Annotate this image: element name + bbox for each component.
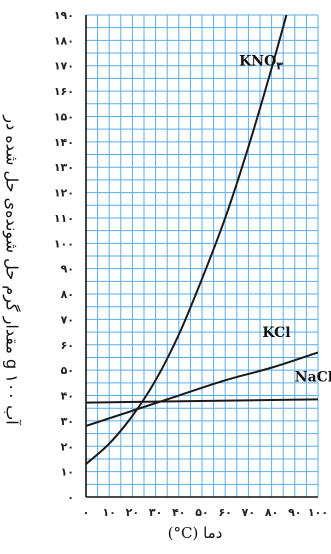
x-axis-title: دما bbox=[203, 524, 223, 542]
x-tick-label: ۹۰ bbox=[288, 506, 301, 519]
y-tick-label: ۱۴۰ bbox=[54, 136, 74, 149]
y-tick-label: ۳۰ bbox=[61, 415, 74, 428]
y-tick-labels: ۰ ۱۰ ۲۰ ۳۰ ۴۰ ۵۰ ۶۰ ۷۰ ۸۰ ۹۰ ۱۰۰ ۱۱۰ ۱۲۰ ۱۳۰ ۱۴۰ ۱۵۰ ۱۶۰… bbox=[54, 9, 74, 504]
series-label: NaCl bbox=[295, 370, 331, 386]
series-label: KCl bbox=[262, 325, 290, 341]
x-axis-label: دما (°C) bbox=[168, 524, 223, 542]
y-tick-label: ۱۲۰ bbox=[54, 187, 74, 200]
x-tick-label: ۰ bbox=[83, 506, 90, 519]
x-tick-label: ۱۰ bbox=[102, 506, 115, 519]
y-tick-label: ۸۰ bbox=[61, 288, 74, 301]
x-tick-label: ۴۰ bbox=[172, 506, 185, 519]
x-tick-label: ۲۰ bbox=[126, 506, 139, 519]
series-lines bbox=[86, 15, 318, 465]
grid bbox=[85, 14, 319, 498]
y-axis-label: مقدار گرم حل شونده‌ی حل شده در g ۱۰۰ آب bbox=[2, 115, 22, 425]
y-tick-label: ۱۶۰ bbox=[54, 85, 74, 98]
y-tick-label: ۶۰ bbox=[61, 339, 74, 352]
y-tick-label: ۱۱۰ bbox=[54, 212, 74, 225]
y-tick-label: ۲۰ bbox=[61, 440, 74, 453]
series-line-kno bbox=[86, 15, 288, 465]
x-tick-label: ۱۰۰ bbox=[308, 506, 328, 519]
x-tick-label: ۷۰ bbox=[242, 506, 255, 519]
series-line-nacl bbox=[86, 398, 318, 404]
y-tick-label: ۱۰ bbox=[61, 466, 74, 479]
y-tick-label: ۰ bbox=[67, 491, 74, 504]
y-tick-label: ۵۰ bbox=[61, 364, 74, 377]
axes bbox=[85, 15, 318, 498]
y-tick-label: ۱۷۰ bbox=[54, 60, 74, 73]
y-tick-label: ۹۰ bbox=[61, 263, 74, 276]
y-tick-label: ۱۰۰ bbox=[54, 237, 74, 250]
y-tick-label: ۷۰ bbox=[61, 313, 74, 326]
series-label: KNO۳ bbox=[239, 54, 283, 73]
x-tick-label: ۵۰ bbox=[195, 506, 208, 519]
x-axis-unit: (°C) bbox=[167, 524, 199, 542]
y-tick-label: ۱۸۰ bbox=[54, 34, 74, 47]
series-line-kcl bbox=[86, 351, 318, 427]
x-tick-labels: ۰ ۱۰ ۲۰ ۳۰ ۴۰ ۵۰ ۶۰ ۷۰ ۸۰ ۹۰ ۱۰۰ bbox=[83, 506, 328, 519]
y-tick-label: ۱۹۰ bbox=[54, 9, 74, 22]
x-tick-label: ۸۰ bbox=[265, 506, 278, 519]
y-tick-label: ۴۰ bbox=[61, 390, 74, 403]
y-tick-label: ۱۵۰ bbox=[54, 110, 74, 123]
y-tick-label: ۱۳۰ bbox=[54, 161, 74, 174]
x-tick-label: ۳۰ bbox=[149, 506, 162, 519]
x-tick-label: ۶۰ bbox=[218, 506, 231, 519]
series-labels: KNO۳ KCl NaCl bbox=[239, 54, 331, 386]
